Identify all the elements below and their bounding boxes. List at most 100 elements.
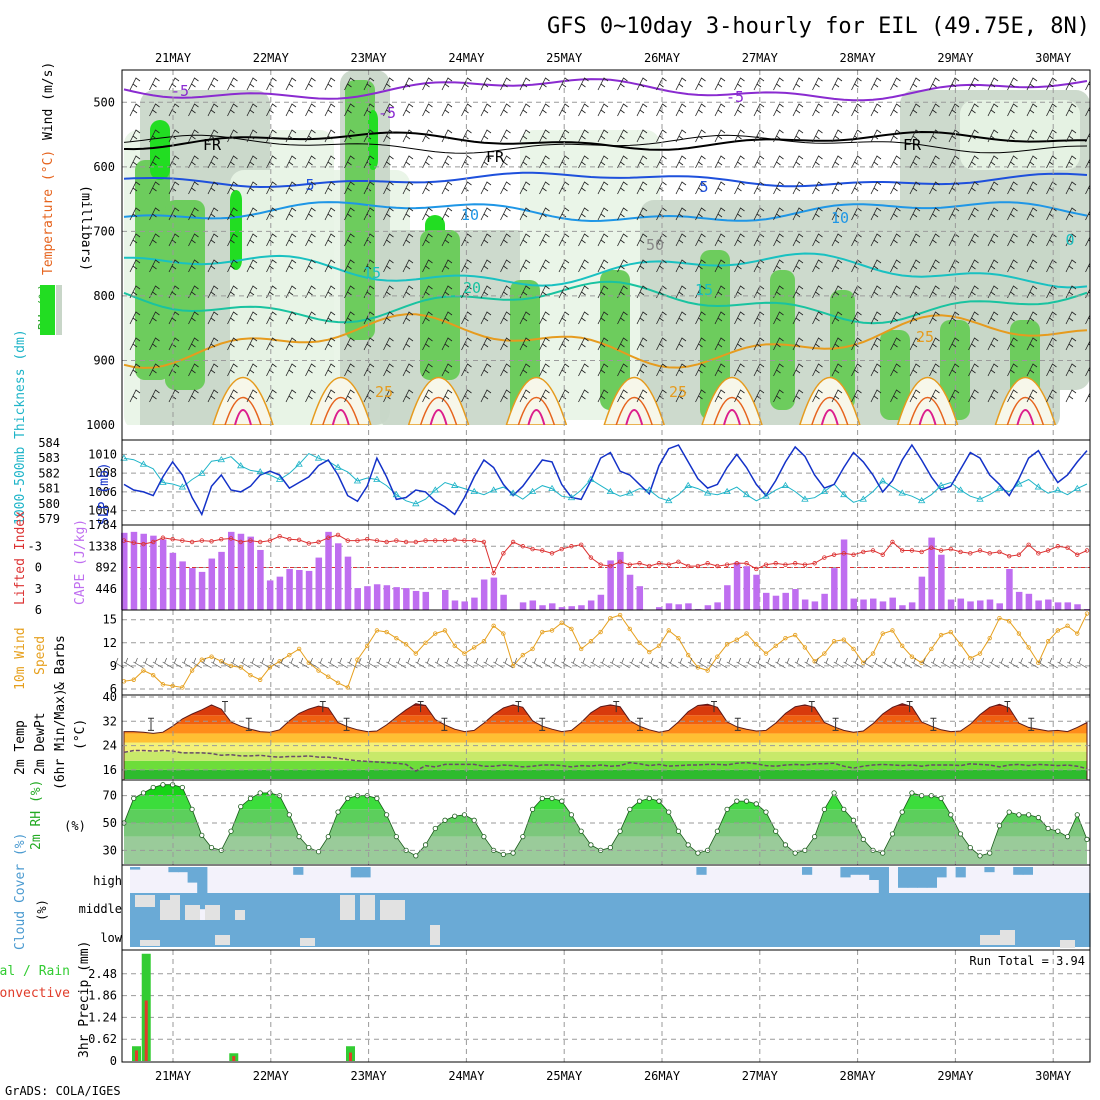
- wind-barb: [773, 207, 784, 221]
- wind-speed-point: [977, 651, 983, 656]
- wind-barb: [734, 259, 745, 273]
- slp-tick-label: 1010: [88, 447, 117, 461]
- pressure-tick-label: 1000: [86, 418, 115, 432]
- wind-barb: [929, 155, 940, 169]
- rh-point: [238, 803, 244, 810]
- li-point: [695, 563, 701, 569]
- wind-speed-point: [695, 665, 701, 670]
- wind-speed-point: [1006, 619, 1012, 624]
- bottom-day-label: 24MAY: [448, 1069, 485, 1083]
- isotherm-30: [908, 396, 947, 425]
- wind-speed-label-1: 10m Wind: [13, 627, 28, 690]
- wind-speed-point: [676, 635, 681, 641]
- wind-barb: [714, 155, 726, 169]
- contour-label: 5: [699, 178, 708, 196]
- wind-barb: [831, 363, 843, 377]
- surface-wind-barb: [201, 657, 212, 669]
- thickness-point: [626, 489, 634, 496]
- li-point: [1045, 548, 1051, 553]
- cloud-cell: [965, 893, 976, 920]
- cloud-cell: [485, 920, 496, 947]
- wind-barb: [129, 207, 141, 221]
- wind-barb: [207, 337, 219, 351]
- cloud-cell: [302, 893, 313, 920]
- clear-sky-gap: [170, 895, 180, 920]
- rh-point: [812, 834, 818, 840]
- surface-wind-barb: [308, 657, 319, 669]
- cloud-cell: [1022, 893, 1033, 920]
- rh-point: [636, 798, 643, 804]
- wind-speed-point: [326, 674, 331, 679]
- wind-barb: [734, 389, 745, 403]
- wind-barb: [441, 285, 453, 299]
- cloud-cell: [341, 920, 352, 947]
- wind-barb: [1085, 210, 1090, 221]
- wind-barb: [1046, 129, 1057, 143]
- wind-barb: [227, 337, 238, 351]
- rh-point: [996, 823, 1003, 829]
- cape-bar: [266, 580, 274, 610]
- cloud-cell: [754, 893, 765, 920]
- cloud-cell: [216, 920, 227, 947]
- rh-point: [568, 812, 575, 818]
- cloud-cell: [763, 920, 774, 947]
- cloud-cell: [984, 893, 995, 920]
- temp-line: [123, 703, 1088, 781]
- li-point: [1055, 544, 1061, 549]
- top-day-label: 27MAY: [742, 51, 779, 65]
- rh-point: [1074, 812, 1080, 818]
- li-point: [705, 561, 710, 566]
- cape-bar: [753, 574, 760, 610]
- cape-bar: [831, 568, 838, 610]
- wind-barb: [792, 155, 804, 169]
- cape-bar: [471, 597, 478, 610]
- surface-wind-barb: [327, 657, 339, 669]
- wind-barb: [305, 103, 316, 117]
- wind-barb: [1007, 77, 1018, 91]
- cloud-cell: [677, 893, 688, 920]
- thickness-tick-label: 584: [38, 436, 60, 450]
- cloud-cell: [926, 867, 937, 888]
- li-point: [715, 563, 720, 569]
- wind-barb: [305, 181, 316, 195]
- wind-barb: [246, 233, 258, 247]
- surface-wind-barb: [561, 657, 572, 669]
- wind-speed-point: [501, 631, 506, 636]
- wind-speed-point: [929, 646, 934, 652]
- wind-barb: [987, 337, 999, 351]
- wind-speed-point: [841, 637, 847, 642]
- rh-point: [228, 828, 234, 834]
- wind-speed-point: [296, 646, 302, 652]
- wind-barb: [344, 389, 355, 403]
- wind-barb: [578, 285, 589, 299]
- wind-barb: [929, 389, 940, 403]
- wind-barb: [753, 103, 765, 117]
- wind-barb: [461, 77, 472, 91]
- clear-sky-gap: [205, 905, 220, 920]
- wind-barb: [149, 233, 160, 247]
- wind-barb: [558, 259, 570, 273]
- li-point: [666, 562, 671, 567]
- cape-bar: [1074, 604, 1081, 610]
- rh-point: [286, 812, 292, 818]
- rh-high-region: [165, 200, 205, 390]
- thickness-point: [295, 460, 303, 467]
- rh-point: [627, 806, 633, 812]
- wind-barb: [480, 207, 492, 221]
- wind-barb: [324, 389, 336, 403]
- rh-point: [841, 806, 847, 812]
- cloud-cell: [245, 920, 256, 947]
- wind-speed-point: [890, 628, 895, 633]
- wind-barb: [968, 181, 979, 195]
- temp-unit-label: (°C): [73, 719, 88, 750]
- li-point: [1036, 551, 1041, 556]
- wind-barb: [695, 233, 706, 247]
- wind-barb: [188, 259, 199, 273]
- cloud-cell: [907, 893, 918, 920]
- rh-point: [967, 844, 973, 851]
- cape-bar: [986, 599, 994, 610]
- cloud-cell: [773, 920, 784, 947]
- wind-barb: [792, 207, 804, 221]
- thickness-tick-label: 580: [38, 497, 60, 511]
